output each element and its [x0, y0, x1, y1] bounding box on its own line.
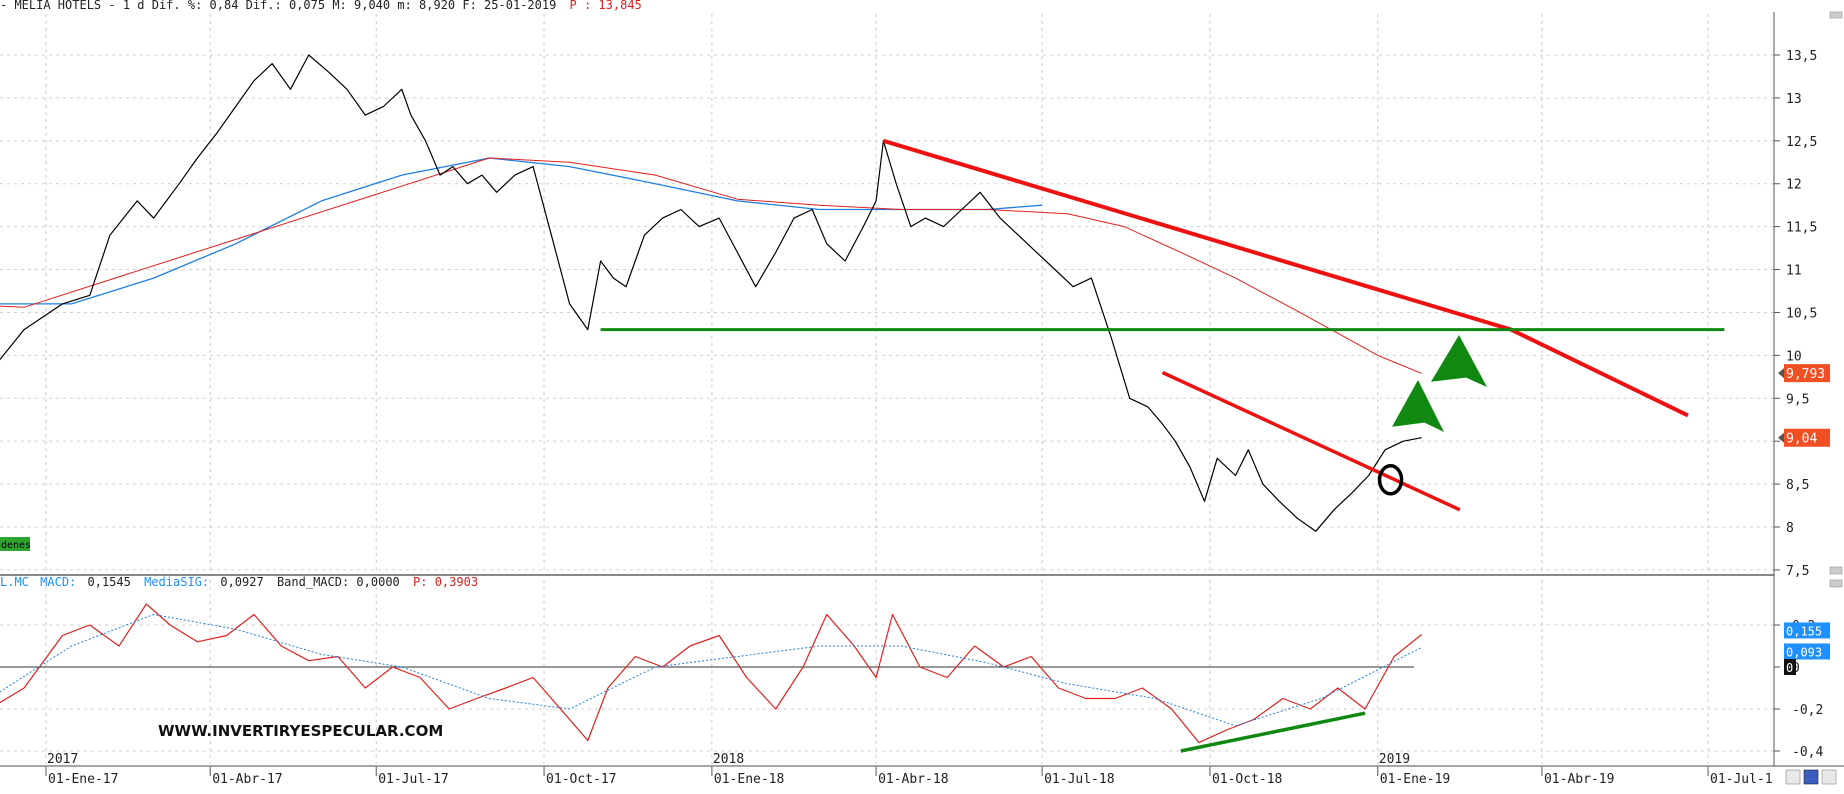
x-tick-label: 01-Jul-17: [378, 772, 448, 787]
axis-scroll-button[interactable]: [1829, 566, 1843, 575]
short-downtrend-line: [1161, 370, 1461, 512]
left-badge: [0, 537, 30, 551]
price-line: [0, 54, 1422, 532]
y-tick-label: 10: [1786, 349, 1802, 364]
chart-header: - MELIA HOTELS - 1 d Dif. %: 0,84 Dif.: …: [0, 0, 642, 12]
x-tick-label: 01-Ene-17: [48, 772, 118, 787]
y-tick-label: 10,5: [1786, 306, 1817, 321]
macd-header-sig-val: 0,0927: [220, 575, 263, 589]
macd-header-sig: MediaSIG:: [144, 575, 209, 589]
macd-value-tag: [1784, 622, 1830, 639]
x-tick-label: 01-Jul-18: [1044, 772, 1114, 787]
left-badge-label: denes: [1, 540, 31, 551]
y-tick-label: 9,5: [1786, 392, 1809, 407]
ma-blue-line: [0, 157, 1043, 305]
year-label: 2018: [713, 752, 744, 767]
y-tick-label: 13,5: [1786, 49, 1817, 64]
up-arrow-icon: [1431, 335, 1487, 387]
x-tick-label: 01-Abr-18: [878, 772, 948, 787]
price-tag: [1784, 428, 1830, 447]
x-tick-label: 01-Abr-17: [212, 772, 282, 787]
y-tick-label: 12,5: [1786, 135, 1817, 150]
bottom-toolbar: [1785, 769, 1837, 785]
macd-panel: 01-Ene-17 01-Abr-17 01-Jul-17 01-Oct-17 01-E…: [0, 580, 1823, 787]
watermark: WWW.INVERTIRYESPECULAR.COM: [158, 722, 443, 740]
y-tick-label: 8,5: [1786, 478, 1809, 493]
macd-header-l: L.MC: [0, 575, 29, 589]
price-tag-pointer: [1778, 432, 1784, 443]
macd-value-tag-label: 0: [1786, 661, 1793, 675]
macd-value-tag: [1784, 659, 1796, 675]
x-tick-label: 01-Jul-1: [1710, 772, 1773, 787]
y-tick-label: 7,5: [1786, 564, 1809, 579]
signal-line: [0, 614, 1422, 727]
x-tick-label: 01-Oct-17: [546, 772, 616, 787]
macd-header-p: P: 0,3903: [413, 575, 478, 589]
up-arrow-icon: [1392, 380, 1444, 432]
price-tag-pointer: [1778, 368, 1784, 379]
year-label: 2019: [1379, 752, 1410, 767]
x-tick-label: 01-Abr-19: [1544, 772, 1614, 787]
settings-icon[interactable]: [1821, 769, 1837, 785]
macd-divergence-line: [1180, 711, 1366, 753]
series-layer: 9,793 9,04 0,155 0,093 0: [0, 54, 1830, 753]
ma-red-line: [0, 157, 1422, 374]
macd-header-band: Band_MACD: 0,0000: [277, 575, 400, 589]
breakout-circle: [1377, 464, 1404, 496]
y-tick-label: 11: [1786, 264, 1802, 279]
price-tag: [1784, 364, 1830, 383]
macd-header-macd-val: 0,1545: [88, 575, 131, 589]
macd-line: [0, 603, 1422, 744]
y-tick-label: 8: [1786, 521, 1794, 536]
macd-value-tag-label: 0,155: [1786, 624, 1822, 638]
y-tick-label: -0,4: [1792, 745, 1823, 760]
x-tick-label: 01-Ene-18: [714, 772, 784, 787]
chart-header-info: - MELIA HOTELS - 1 d Dif. %: 0,84 Dif.: …: [0, 0, 556, 12]
x-tick-label: 01-Oct-18: [1212, 772, 1282, 787]
price-tag-label: 9,04: [1786, 432, 1817, 447]
macd-header-macd: MACD:: [40, 575, 76, 589]
y-tick-label: 12: [1786, 178, 1802, 193]
macd-value-tag: [1784, 643, 1830, 660]
x-tick-label: 01-Ene-19: [1380, 772, 1450, 787]
year-label: 2017: [47, 752, 78, 767]
y-tick-label: 11,5: [1786, 221, 1817, 236]
refresh-icon[interactable]: [1785, 769, 1801, 785]
macd-header: L.MC MACD: 0,1545 MediaSIG: 0,0927 Band_…: [0, 575, 478, 589]
y-tick-label: -0,2: [1792, 703, 1823, 718]
macd-value-tag-label: 0,093: [1786, 645, 1822, 659]
axis-scroll-button[interactable]: [1829, 579, 1843, 588]
chart-header-price: P : 13,845: [570, 0, 642, 12]
y-tick-label: 13: [1786, 92, 1802, 107]
axis-scroll-button[interactable]: [1829, 11, 1843, 19]
price-tag-label: 9,793: [1786, 367, 1825, 382]
save-icon[interactable]: [1803, 769, 1819, 785]
